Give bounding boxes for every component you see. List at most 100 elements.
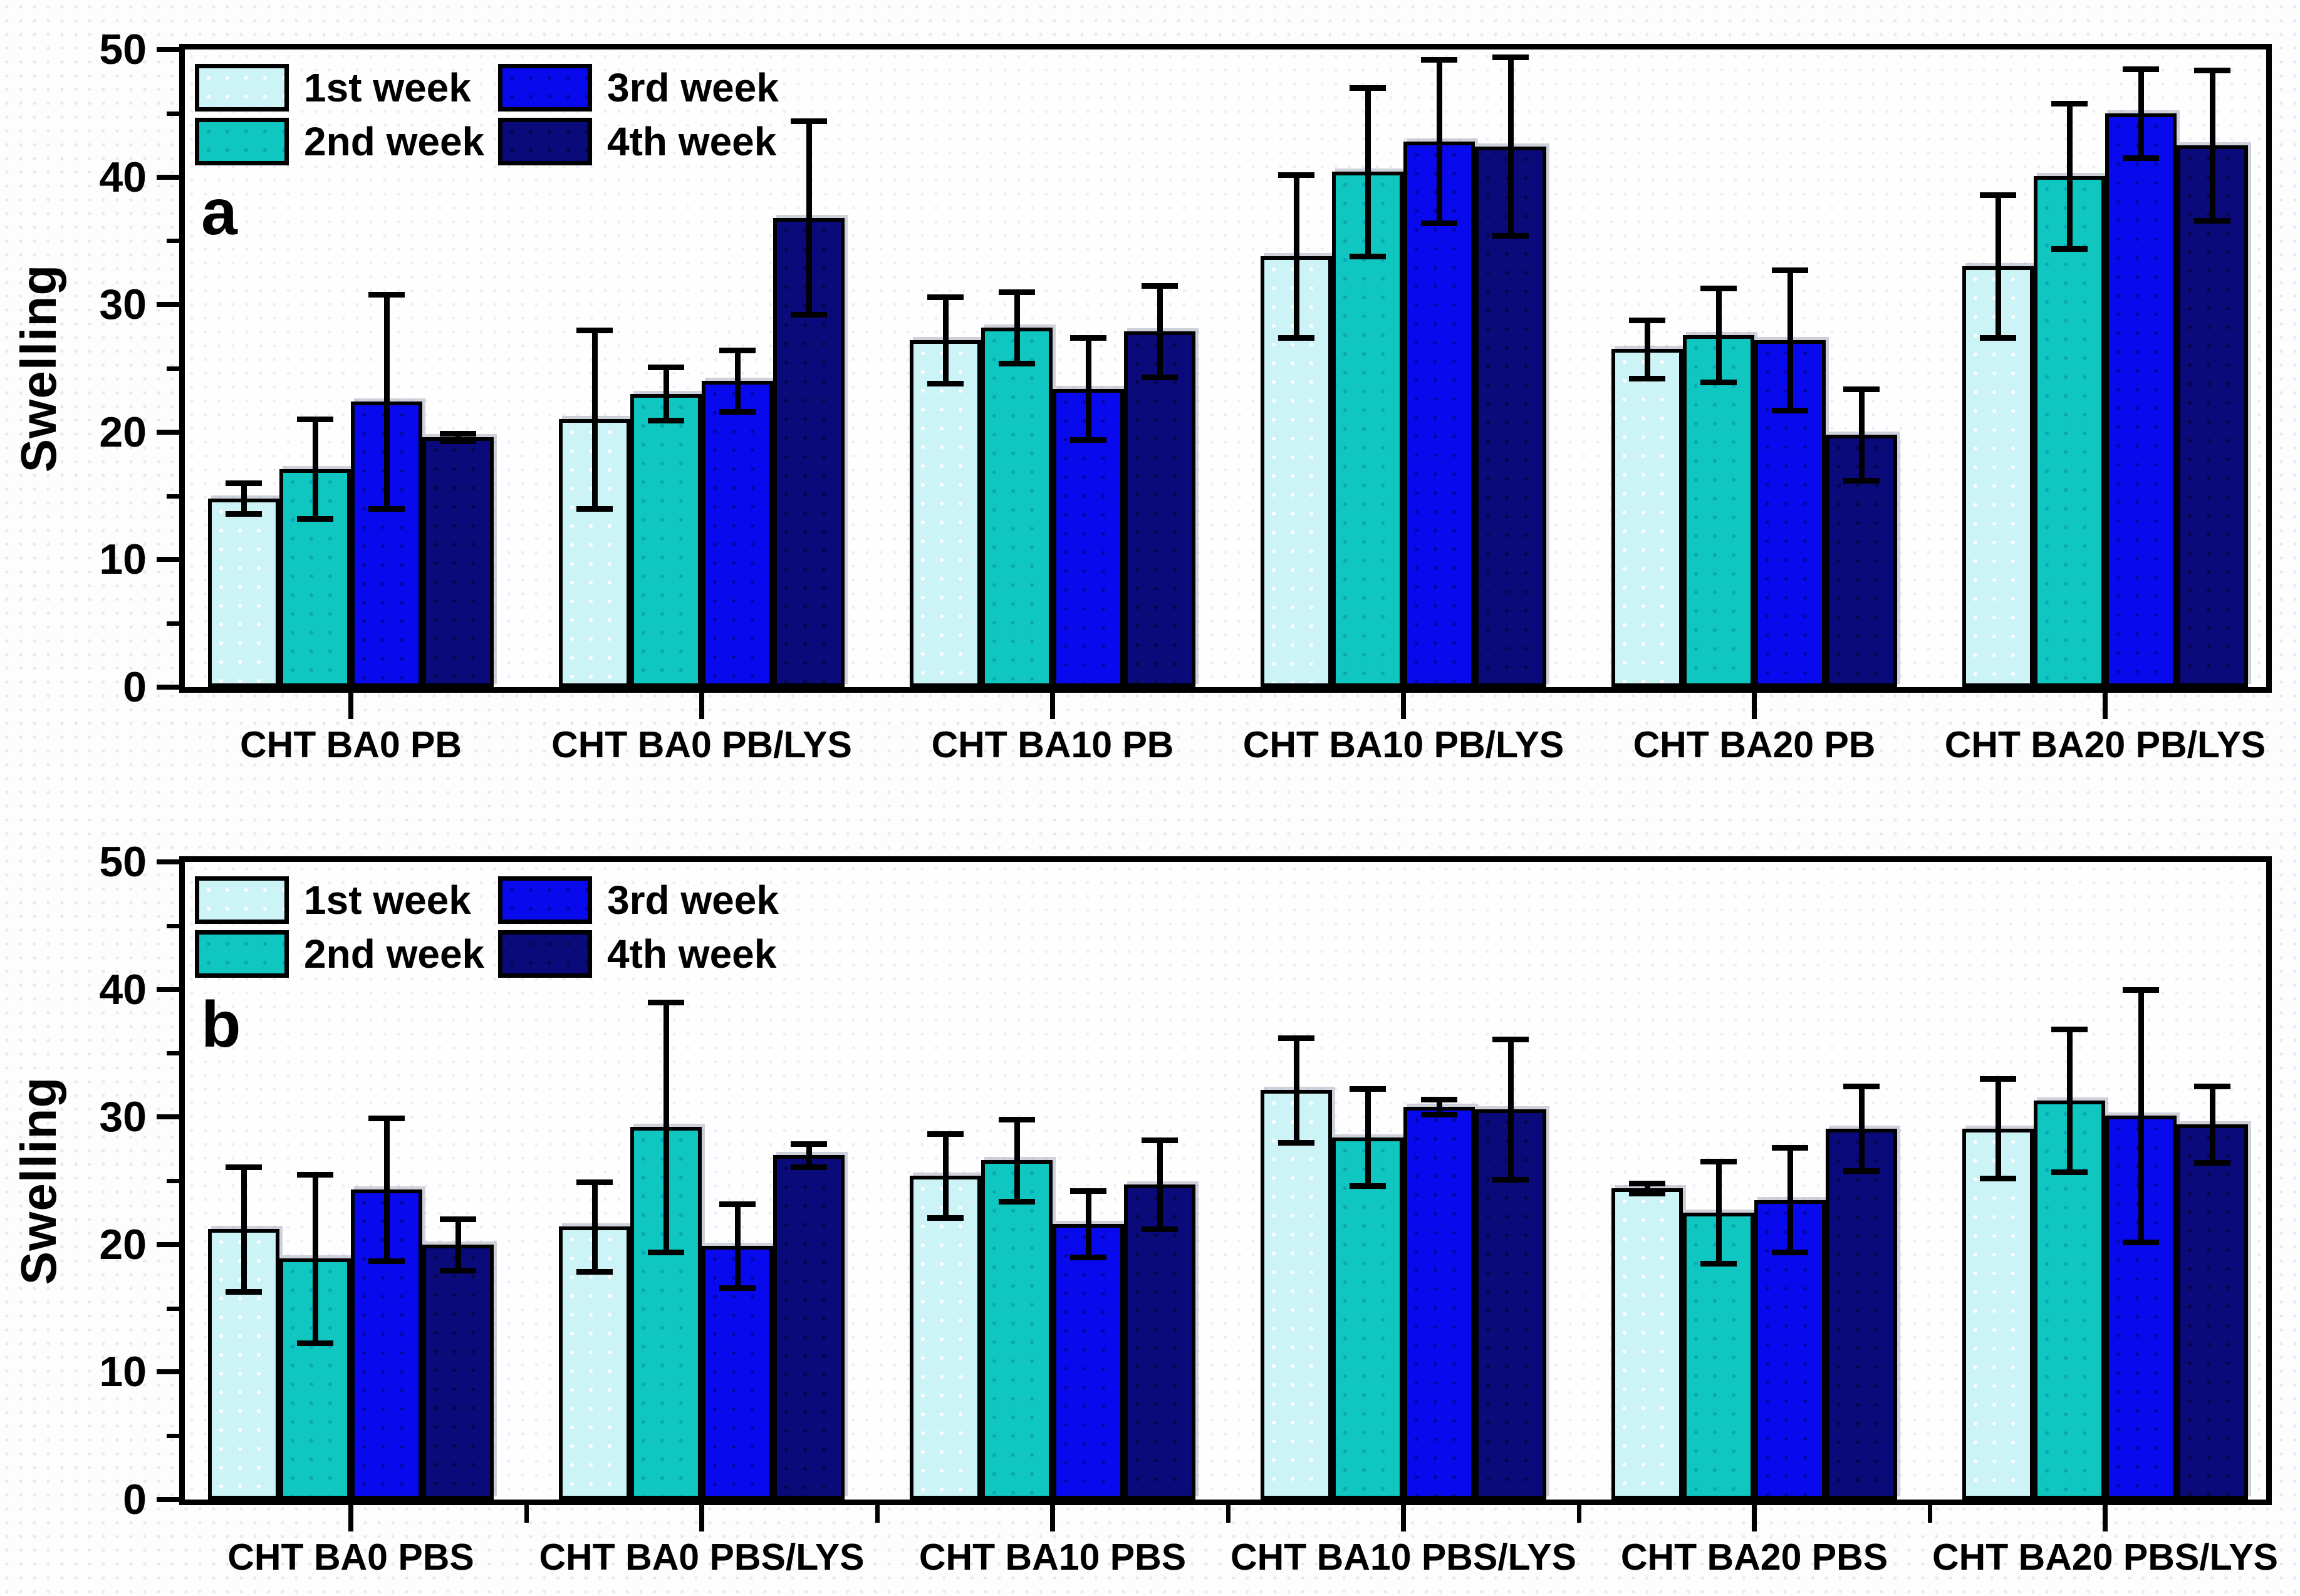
error-bar-line: [1645, 319, 1650, 379]
error-bar-top-cap: [2051, 100, 2088, 106]
y-axis-tick-label: 0: [123, 663, 147, 711]
bar: [1403, 1106, 1475, 1500]
error-bar-top-cap: [226, 1164, 262, 1170]
y-axis-major-tick: [157, 429, 179, 435]
x-axis-major-tick: [348, 1505, 353, 1531]
error-bar-line: [943, 296, 949, 384]
error-bar-line: [1086, 338, 1091, 440]
x-axis-category-label: CHT BA10 PB: [931, 724, 1174, 765]
error-bar-top-cap: [297, 1171, 333, 1178]
error-bar-line: [2067, 103, 2073, 249]
error-bar-top-cap: [1142, 282, 1178, 289]
bar: [910, 1175, 981, 1500]
error-bar-line: [1294, 174, 1299, 338]
error-bar-top-cap: [1700, 285, 1737, 291]
error-bar-line: [663, 366, 669, 421]
error-bar-top-cap: [576, 327, 613, 333]
y-axis-major-tick: [157, 47, 179, 52]
bar: [2105, 1116, 2177, 1500]
x-axis-category-label: CHT BA10 PBS/LYS: [1231, 1536, 1576, 1578]
bar: [1124, 1184, 1195, 1500]
x-axis-major-tick: [1752, 693, 1757, 719]
legend-label: 3rd week: [607, 65, 779, 110]
y-axis-major-tick: [157, 1114, 179, 1120]
error-bar-bottom-cap: [1142, 375, 1178, 381]
x-axis-category-label: CHT BA20 PBS: [1620, 1536, 1888, 1578]
y-axis-major-tick: [157, 685, 179, 690]
error-bar-bottom-cap: [226, 1289, 262, 1295]
x-axis-major-tick: [1752, 1505, 1757, 1531]
legend-label: 3rd week: [607, 878, 779, 923]
error-bar-top-cap: [2194, 67, 2230, 73]
legend-swatch-4th-week: [498, 930, 592, 978]
bar: [1403, 141, 1475, 687]
error-bar-line: [2210, 70, 2215, 220]
error-bar-top-cap: [1492, 54, 1529, 61]
bar: [208, 498, 279, 687]
y-axis-tick-label: 20: [99, 1220, 147, 1268]
error-bar-bottom-cap: [648, 1250, 684, 1256]
error-bar-line: [2138, 68, 2144, 158]
y-axis-minor-tick: [167, 923, 179, 928]
error-bar-line: [384, 1118, 390, 1262]
error-bar-line: [1437, 1099, 1442, 1115]
error-bar-top-cap: [2123, 987, 2159, 993]
error-bar-bottom-cap: [368, 1258, 405, 1265]
bar: [1754, 340, 1826, 687]
error-bar-bottom-cap: [2194, 1160, 2230, 1166]
bar: [1261, 1090, 1332, 1500]
error-bar-line: [1645, 1183, 1650, 1194]
bar: [1332, 1137, 1403, 1500]
x-axis-major-tick: [1050, 693, 1055, 719]
error-bar-line: [1859, 1086, 1865, 1171]
legend-swatch-2nd-week: [195, 118, 289, 165]
error-bar-line: [1365, 1089, 1371, 1186]
error-bar-line: [1996, 1079, 2001, 1178]
x-axis-category-label: CHT BA10 PBS: [918, 1536, 1187, 1578]
error-bar-bottom-cap: [1070, 437, 1106, 443]
y-axis-tick-label: 50: [99, 26, 147, 73]
bar: [2177, 145, 2248, 687]
error-bar-bottom-cap: [1629, 1191, 1665, 1197]
y-axis-tick-label: 10: [99, 536, 147, 584]
x-axis-category-label: CHT BA20 PB: [1633, 724, 1876, 765]
y-axis-major-tick: [157, 859, 179, 864]
bar: [630, 393, 702, 687]
error-bar-bottom-cap: [226, 511, 262, 517]
error-bar-bottom-cap: [1070, 1255, 1106, 1261]
error-bar-line: [313, 419, 318, 519]
bar: [702, 381, 773, 687]
error-bar-line: [1716, 1161, 1722, 1264]
error-bar-top-cap: [1843, 1084, 1880, 1090]
x-axis-category-label: CHT BA10 PB/LYS: [1242, 724, 1564, 765]
y-axis-major-tick: [157, 1497, 179, 1502]
error-bar-top-cap: [719, 348, 756, 354]
y-axis-major-tick: [157, 557, 179, 562]
x-axis-major-tick: [1050, 1505, 1055, 1531]
error-bar-top-cap: [1070, 335, 1106, 341]
error-bar-bottom-cap: [1980, 1175, 2016, 1181]
x-axis-major-tick: [2103, 693, 2108, 719]
error-bar-line: [241, 1166, 247, 1292]
error-bar-bottom-cap: [297, 516, 333, 522]
error-bar-bottom-cap: [1772, 1250, 1808, 1256]
error-bar-top-cap: [440, 430, 476, 437]
error-bar-line: [2210, 1086, 2215, 1163]
x-axis-category-label: CHT BA0 PBS/LYS: [539, 1536, 865, 1578]
bar: [1611, 1188, 1683, 1500]
bar: [1683, 1212, 1754, 1500]
error-bar-top-cap: [1772, 1145, 1808, 1151]
error-bar-bottom-cap: [1772, 408, 1808, 414]
error-bar-bottom-cap: [576, 505, 613, 512]
error-bar-line: [241, 483, 247, 514]
y-axis-minor-tick: [167, 1434, 179, 1439]
legend-label: 2nd week: [304, 931, 485, 977]
panel-b-label: b: [201, 988, 241, 1061]
bar: [279, 469, 351, 687]
bar: [910, 340, 981, 687]
legend-label: 1st week: [304, 65, 471, 110]
bar: [1053, 388, 1124, 687]
panel-a-label: a: [201, 176, 237, 249]
bar: [2105, 113, 2177, 687]
legend-swatch-3rd-week: [498, 876, 592, 924]
